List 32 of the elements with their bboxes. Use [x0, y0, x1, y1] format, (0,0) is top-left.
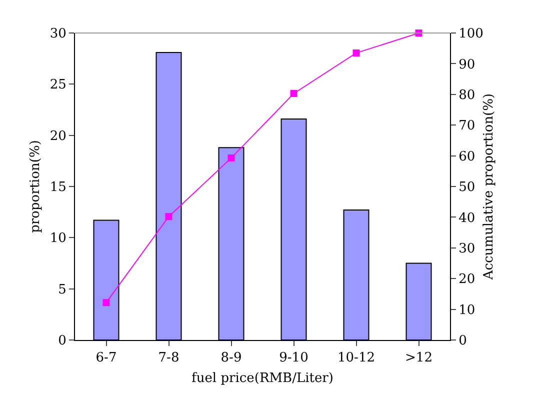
- x-tick-label: 7-8: [158, 350, 180, 366]
- y-tick-label: 30: [50, 26, 66, 42]
- y2-tick-label: 0: [458, 334, 467, 349]
- y2-axis-title: Accumulative proportion(%): [482, 93, 496, 281]
- point: [228, 154, 235, 162]
- y2-tick-label: 70: [458, 118, 476, 134]
- y2-tick-label: 10: [458, 302, 476, 318]
- y-tick-label: 0: [58, 334, 66, 349]
- y2-tick-label: 80: [458, 88, 476, 103]
- x-tick-label: 9-10: [279, 350, 308, 366]
- y2-tick-label: 90: [458, 57, 476, 72]
- y2-tick-label: 60: [458, 149, 476, 164]
- y2-tick-label: 30: [458, 241, 476, 256]
- y2-tick-label: 50: [458, 180, 476, 196]
- y-axis-title: proportion(%): [28, 140, 43, 233]
- y2-tick-label: 100: [458, 26, 484, 42]
- x-tick-label: 6-7: [96, 350, 117, 366]
- point: [102, 299, 110, 306]
- x-tick-label: >12: [405, 350, 432, 366]
- x-axis-title: fuel price(RMB/Liter): [192, 371, 334, 386]
- y-tick-label: 20: [50, 128, 66, 144]
- point: [165, 213, 172, 220]
- y2-tick-label: 40: [458, 210, 476, 226]
- y2-tick-label: 20: [458, 272, 476, 288]
- y-tick-label: 10: [50, 231, 66, 246]
- point: [352, 49, 360, 56]
- x-tick-label: 8-9: [220, 350, 242, 366]
- x-tick-label: 10-12: [338, 350, 375, 366]
- y-tick-label: 5: [58, 282, 66, 298]
- point: [290, 90, 298, 97]
- y-tick-label: 15: [50, 180, 66, 196]
- y-tick-label: 25: [50, 78, 66, 93]
